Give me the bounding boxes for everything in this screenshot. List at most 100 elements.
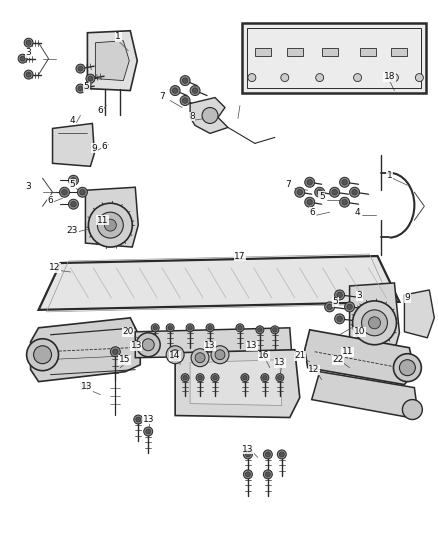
Polygon shape — [95, 41, 129, 80]
Circle shape — [263, 450, 272, 459]
Polygon shape — [39, 256, 399, 310]
Text: 6: 6 — [98, 106, 103, 115]
Text: 18: 18 — [384, 72, 395, 81]
Circle shape — [62, 190, 67, 195]
Polygon shape — [404, 290, 434, 338]
Text: 5: 5 — [319, 192, 325, 201]
Circle shape — [142, 339, 154, 351]
Circle shape — [327, 304, 332, 310]
Circle shape — [71, 201, 76, 207]
Circle shape — [353, 74, 361, 82]
Circle shape — [78, 187, 88, 197]
Circle shape — [183, 375, 187, 380]
Text: 3: 3 — [26, 48, 32, 57]
Circle shape — [325, 302, 335, 312]
Circle shape — [195, 353, 205, 362]
Circle shape — [27, 339, 59, 370]
Circle shape — [170, 350, 180, 360]
Text: 11: 11 — [342, 347, 353, 356]
Circle shape — [211, 374, 219, 382]
Text: 8: 8 — [189, 112, 195, 121]
Circle shape — [186, 324, 194, 332]
Polygon shape — [175, 350, 300, 417]
Circle shape — [151, 324, 159, 332]
Circle shape — [339, 197, 350, 207]
Circle shape — [136, 333, 160, 357]
Circle shape — [332, 190, 337, 195]
Circle shape — [330, 187, 339, 197]
Circle shape — [314, 187, 325, 197]
Circle shape — [307, 199, 312, 205]
Circle shape — [97, 212, 124, 238]
Circle shape — [403, 400, 422, 419]
Circle shape — [170, 86, 180, 95]
Circle shape — [181, 374, 189, 382]
Bar — [392, 47, 407, 55]
Circle shape — [244, 470, 252, 479]
Circle shape — [80, 190, 85, 195]
Circle shape — [271, 326, 279, 334]
Polygon shape — [190, 360, 282, 406]
Circle shape — [277, 450, 286, 459]
Circle shape — [180, 95, 190, 106]
Bar — [247, 28, 421, 87]
Text: 6: 6 — [102, 142, 107, 151]
Text: 23: 23 — [67, 225, 78, 235]
Circle shape — [78, 66, 83, 71]
Circle shape — [34, 346, 52, 364]
Circle shape — [316, 74, 324, 82]
Circle shape — [339, 177, 350, 187]
Circle shape — [68, 199, 78, 209]
Text: 14: 14 — [79, 383, 90, 392]
Circle shape — [26, 41, 31, 45]
Text: 9: 9 — [405, 293, 410, 302]
Text: 13: 13 — [81, 382, 92, 391]
Circle shape — [88, 76, 93, 81]
Text: 6: 6 — [48, 196, 53, 205]
Circle shape — [297, 190, 303, 195]
Circle shape — [78, 86, 83, 91]
Circle shape — [134, 415, 143, 424]
Circle shape — [248, 74, 256, 82]
Circle shape — [192, 88, 198, 93]
Circle shape — [265, 452, 270, 457]
Bar — [287, 47, 303, 55]
Circle shape — [263, 375, 267, 380]
Text: 4: 4 — [70, 116, 75, 125]
Text: 15: 15 — [119, 355, 130, 364]
Circle shape — [276, 374, 284, 382]
Circle shape — [307, 180, 312, 185]
Bar — [360, 47, 375, 55]
Circle shape — [368, 317, 381, 329]
Circle shape — [215, 350, 225, 360]
Circle shape — [60, 187, 70, 197]
Text: 14: 14 — [170, 351, 181, 360]
Circle shape — [305, 197, 314, 207]
Circle shape — [196, 374, 204, 382]
Text: 1: 1 — [116, 32, 121, 41]
Text: 3: 3 — [26, 182, 32, 191]
Text: 9: 9 — [92, 144, 97, 153]
Text: 21: 21 — [294, 351, 305, 360]
Circle shape — [241, 374, 249, 382]
Circle shape — [278, 375, 282, 380]
Circle shape — [182, 78, 188, 83]
Text: 5: 5 — [70, 180, 75, 189]
Polygon shape — [350, 283, 399, 358]
Polygon shape — [85, 187, 138, 247]
Circle shape — [168, 326, 172, 330]
Text: 20: 20 — [123, 327, 134, 336]
Polygon shape — [31, 318, 140, 382]
Circle shape — [208, 326, 212, 330]
Circle shape — [263, 470, 272, 479]
Bar — [321, 47, 338, 55]
Circle shape — [113, 349, 118, 354]
Circle shape — [243, 375, 247, 380]
Circle shape — [18, 54, 27, 63]
Circle shape — [295, 187, 305, 197]
Text: 13: 13 — [142, 415, 154, 424]
Text: 13: 13 — [131, 341, 142, 350]
Circle shape — [337, 316, 343, 321]
Circle shape — [337, 292, 343, 297]
Circle shape — [238, 326, 242, 330]
